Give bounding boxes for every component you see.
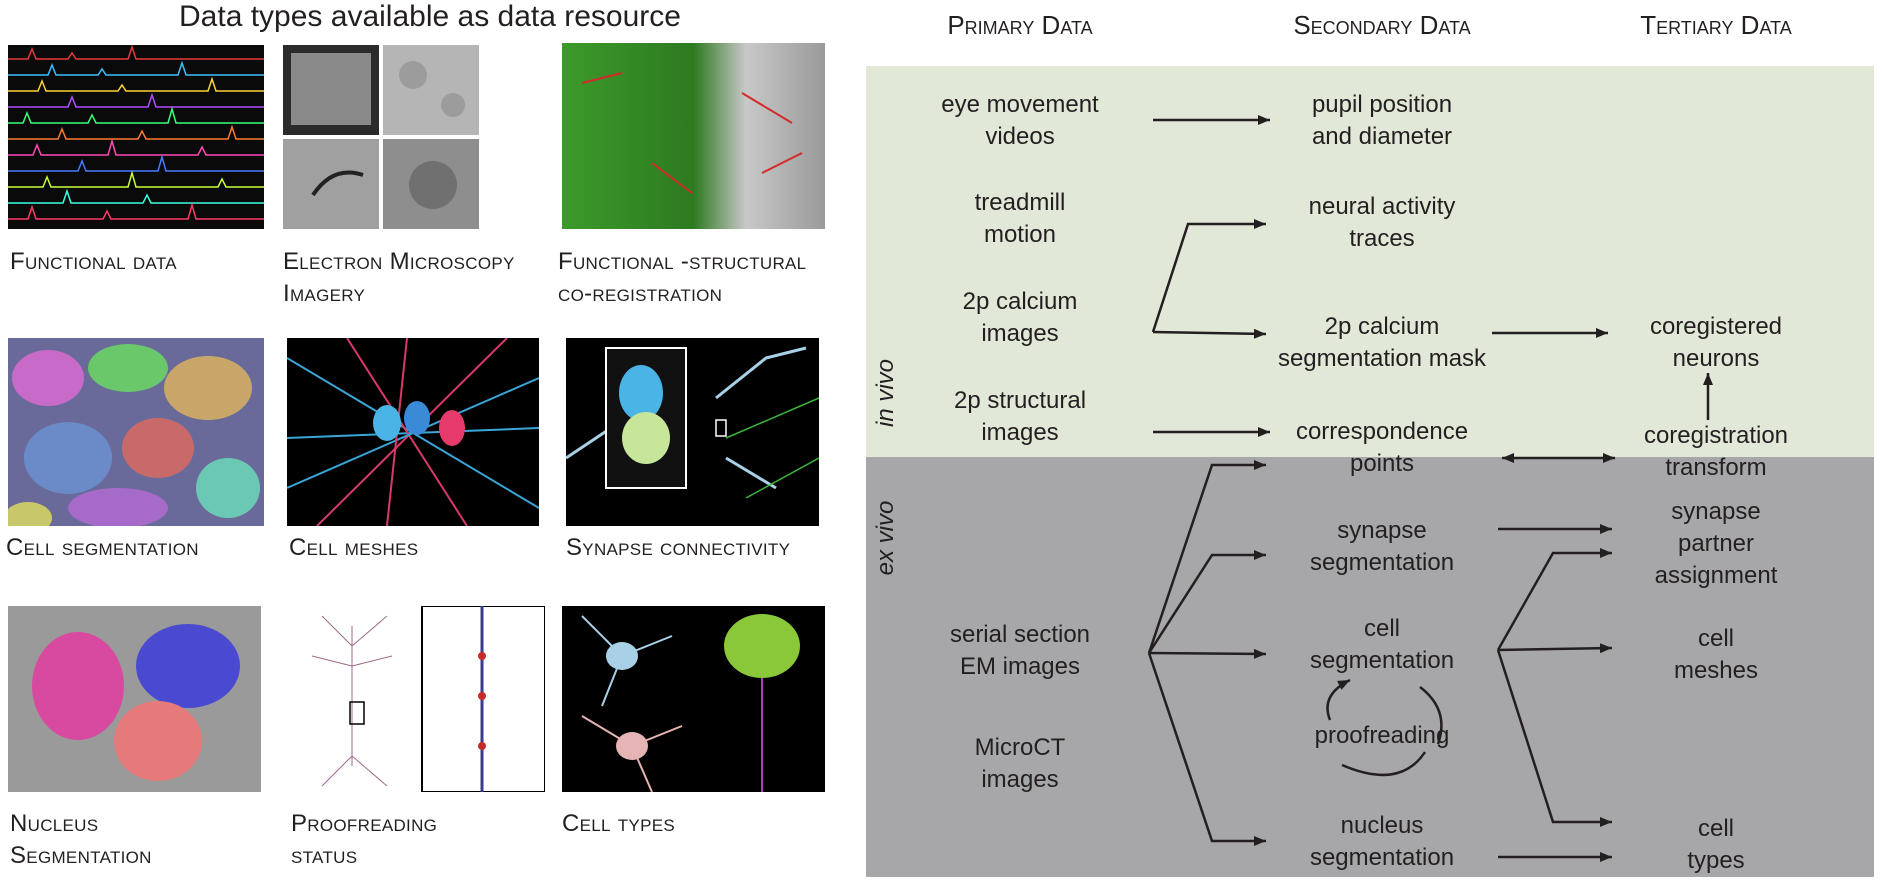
node-treadmill-motion-line2: motion: [984, 221, 1056, 248]
node-synapse-partner-assignment-line3: assignment: [1655, 562, 1778, 589]
header-primary: Primary Data: [947, 10, 1092, 40]
node-2p-calcium-images: 2p calcium: [963, 288, 1078, 315]
nucleus-segmentation-image: [8, 606, 261, 792]
node-coregistered-neurons-line2: neurons: [1673, 345, 1760, 372]
node-synapse-segmentation-line2: segmentation: [1310, 549, 1454, 576]
cell-types-graphic: [581, 614, 800, 792]
node-eye-movement-videos-line2: videos: [985, 123, 1054, 150]
synapse-connectivity-image: [566, 338, 819, 526]
label-ex-vivo: ex vivo: [872, 501, 899, 576]
caption-cell-segmentation: Cell segmentation: [6, 534, 199, 561]
node-2p-calcium-images-line2: images: [981, 320, 1058, 347]
coregistration-image: [562, 43, 825, 229]
node-cell-meshes-line2: meshes: [1674, 657, 1758, 684]
nucleus-segmentation-graphic: [32, 624, 240, 781]
functional-data-image: [8, 45, 264, 229]
cell-types-image: [562, 606, 825, 792]
node-proofreading: proofreading: [1315, 722, 1450, 749]
node-correspondence-points-line2: points: [1350, 450, 1414, 477]
node-coregistered-neurons: coregistered: [1650, 313, 1782, 340]
node-synapse-partner-assignment: synapse: [1671, 498, 1760, 525]
proofreading-status-image: [292, 606, 545, 792]
label-in-vivo: in vivo: [872, 359, 899, 427]
header-secondary: Secondary Data: [1293, 10, 1470, 40]
cell-segmentation-graphic: [8, 344, 260, 526]
node-cell-segmentation-line2: segmentation: [1310, 647, 1454, 674]
node-pupil-position-line2: and diameter: [1312, 123, 1452, 150]
node-treadmill-motion: treadmill: [975, 189, 1066, 216]
node-nucleus-segmentation: nucleus: [1341, 812, 1424, 839]
cell-meshes-image: [287, 338, 539, 526]
em-tiles-graphic: [283, 45, 479, 229]
arrow-calcium-to-neural: [1151, 219, 1266, 333]
node-serial-section-em-images-line2: EM images: [960, 653, 1080, 680]
caption-nucleus-segmentation-line2: Segmentation: [10, 842, 152, 869]
node-pupil-position: pupil position: [1312, 91, 1452, 118]
node-synapse-segmentation: synapse: [1337, 517, 1426, 544]
node-2p-structural-images-line2: images: [981, 419, 1058, 446]
node-2p-structural-images: 2p structural: [954, 387, 1086, 414]
caption-proofreading-status: Proofreading: [291, 810, 438, 837]
node-cell-segmentation: cell: [1364, 615, 1400, 642]
caption-coregistration: Functional -structural: [558, 248, 807, 275]
proofreading-loop-lower: [1341, 751, 1427, 777]
caption-em-imagery-line2: Imagery: [283, 280, 366, 307]
arrow-calcium-to-mask: [1152, 328, 1267, 339]
caption-synapse-connectivity: Synapse connectivity: [566, 534, 791, 561]
node-cell-types-line2: types: [1687, 847, 1744, 874]
arrow-em-to-nucleus: [1147, 652, 1266, 846]
node-2p-calcium-segmentation-mask-line2: segmentation mask: [1278, 345, 1487, 372]
arrow-em-to-synapse: [1147, 550, 1266, 654]
node-eye-movement-videos: eye movement: [941, 91, 1099, 118]
coregistration-graphic: [562, 43, 825, 229]
arrow-em-to-cellseg: [1148, 648, 1267, 659]
node-serial-section-em-images: serial section: [950, 621, 1090, 648]
electron-microscopy-image: [283, 45, 479, 229]
node-cell-meshes: cell: [1698, 625, 1734, 652]
caption-em-imagery: Electron Microscopy: [283, 248, 515, 275]
caption-cell-meshes: Cell meshes: [289, 534, 419, 561]
caption-functional-data: Functional data: [10, 248, 177, 275]
node-coregistration-transform-line2: transform: [1665, 454, 1766, 481]
arrow-cellseg-to-partner: [1496, 548, 1612, 651]
node-2p-calcium-segmentation-mask: 2p calcium: [1325, 313, 1440, 340]
node-microct-images: MicroCT: [975, 734, 1066, 761]
node-neural-activity-traces-line2: traces: [1349, 225, 1414, 252]
node-correspondence-points: correspondence: [1296, 418, 1468, 445]
node-microct-images-line2: images: [981, 766, 1058, 793]
arrow-cellseg-to-meshes: [1497, 643, 1613, 654]
ex-vivo-region: [866, 457, 1874, 877]
cell-segmentation-image: [8, 338, 264, 526]
arrow-em-to-corr: [1147, 460, 1266, 654]
node-neural-activity-traces: neural activity: [1309, 193, 1456, 220]
activity-traces-graphic: [8, 45, 264, 220]
caption-coregistration-line2: co-registration: [558, 280, 723, 307]
node-synapse-partner-assignment-line2: partner: [1678, 530, 1754, 557]
synapse-connectivity-graphic: [566, 346, 819, 499]
in-vivo-region: [866, 66, 1874, 457]
header-tertiary: Tertiary Data: [1640, 10, 1792, 40]
node-coregistration-transform: coregistration: [1644, 422, 1788, 449]
caption-cell-types: Cell types: [562, 810, 675, 837]
proofreading-loop-arrow: [1326, 678, 1351, 721]
node-cell-types: cell: [1698, 815, 1734, 842]
proofreading-status-graphic: [311, 606, 545, 792]
cell-meshes-graphic: [287, 338, 539, 526]
arrow-cellseg-to-types: [1496, 649, 1612, 827]
proofreading-loop-upper: [1419, 686, 1443, 745]
caption-proofreading-status-line2: status: [291, 842, 358, 869]
caption-nucleus-segmentation: Nucleus: [10, 810, 99, 837]
panel-title: Data types available as data resource: [179, 0, 681, 33]
node-nucleus-segmentation-line2: segmentation: [1310, 844, 1454, 871]
